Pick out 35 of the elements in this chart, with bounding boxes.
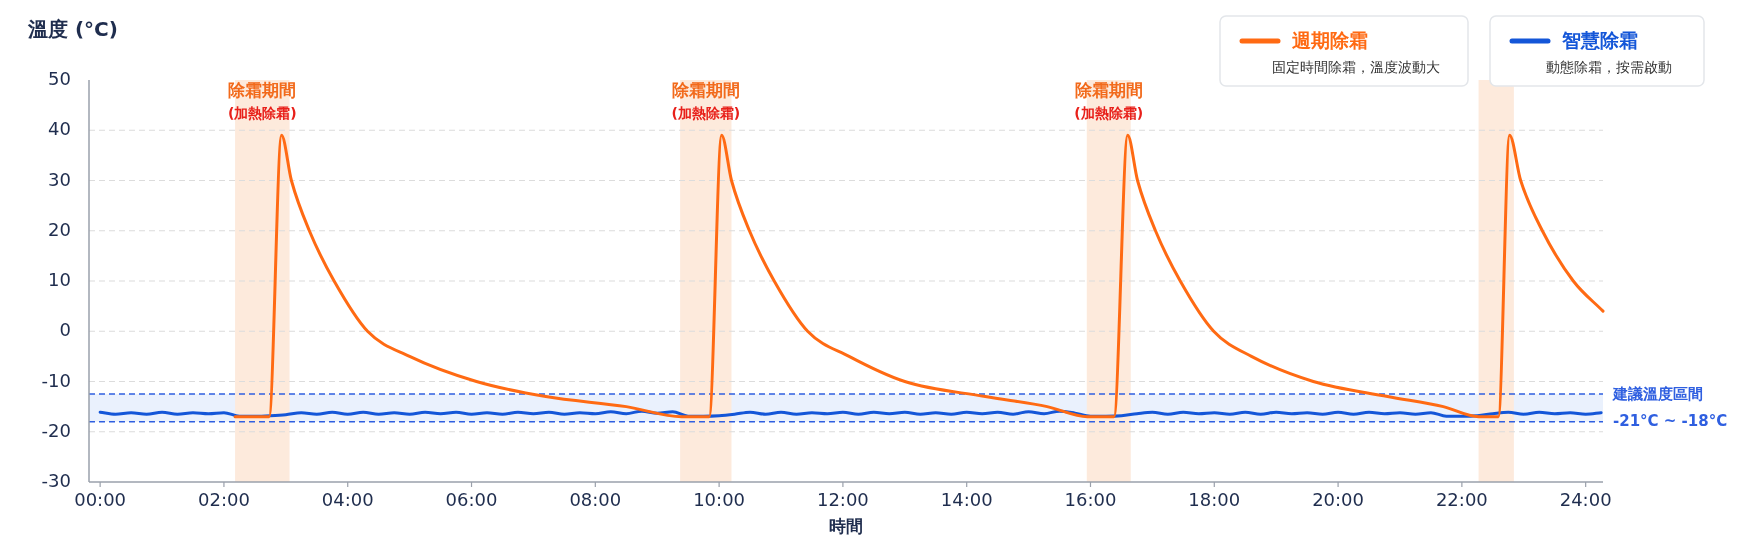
x-tick-label: 12:00 [816, 489, 869, 510]
x-tick-label: 04:00 [321, 489, 374, 510]
x-tick-label: 24:00 [1559, 489, 1612, 510]
band-label: 除霜期間 [671, 80, 740, 100]
y-tick-label: 30 [48, 168, 71, 190]
legend-label: 週期除霜 [1291, 28, 1368, 51]
x-tick-label: 10:00 [693, 489, 746, 510]
x-tick-label: 02:00 [198, 489, 250, 510]
y-tick-label: 50 [48, 68, 71, 89]
x-axis-title: 時間 [829, 516, 863, 536]
band-label: 除霜期間 [1074, 80, 1143, 100]
legend-label: 智慧除霜 [1561, 28, 1638, 51]
x-tick-label: 22:00 [1435, 489, 1488, 510]
line-series [233, 133, 1605, 419]
x-tick-label: 06:00 [445, 489, 498, 510]
y-tick-label: 10 [48, 269, 71, 290]
band-label: 除霜期間 [228, 80, 297, 100]
y-tick-label: -20 [41, 419, 71, 441]
y-tick-label: 40 [48, 118, 71, 140]
ref-line-label: -21°C ~ -18°C [1613, 412, 1728, 431]
y-tick-label: 0 [59, 319, 71, 341]
x-tick-label: 08:00 [569, 489, 622, 510]
annotation: (加熱除霜) [671, 105, 741, 121]
y-tick-label: -30 [41, 470, 71, 491]
y-axis-title: 溫度 (°C) [27, 17, 118, 41]
ref-line-label: 建議溫度區間 [1612, 384, 1703, 403]
annotation: (加熱除霜) [227, 105, 297, 121]
x-tick-label: 16:00 [1064, 489, 1117, 510]
x-tick-label: 18:00 [1188, 489, 1241, 510]
annotation: (加熱除霜) [1074, 105, 1144, 121]
x-tick-label: 14:00 [940, 489, 993, 510]
x-tick-label: 20:00 [1312, 489, 1365, 510]
y-tick-label: 20 [48, 218, 71, 240]
x-tick-label: 00:00 [74, 489, 127, 510]
y-tick-label: -10 [41, 369, 71, 391]
